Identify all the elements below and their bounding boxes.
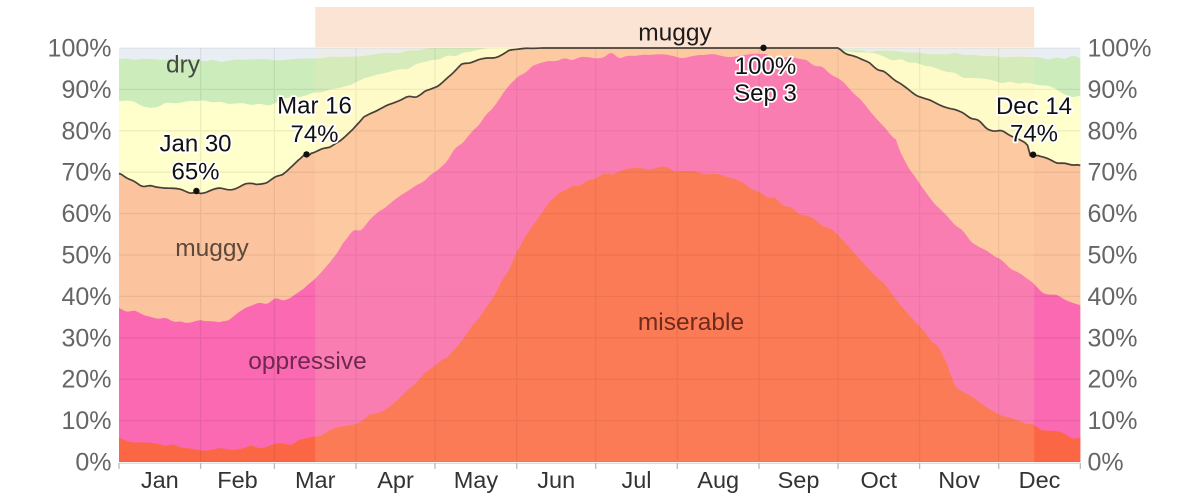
svg-text:Dec: Dec [1019, 467, 1061, 493]
svg-text:100%: 100% [735, 53, 796, 80]
svg-text:30%: 30% [1088, 324, 1138, 352]
svg-text:dry: dry [166, 52, 201, 79]
svg-text:muggy: muggy [638, 20, 712, 47]
svg-text:Sep 3: Sep 3 [734, 80, 797, 107]
svg-text:miserable: miserable [638, 309, 744, 336]
svg-text:muggy: muggy [175, 235, 249, 262]
svg-text:Aug: Aug [697, 467, 739, 493]
svg-text:74%: 74% [1010, 120, 1058, 147]
svg-text:0%: 0% [1088, 449, 1124, 477]
svg-text:Jan: Jan [141, 467, 179, 493]
svg-text:20%: 20% [61, 366, 111, 394]
svg-text:Dec 14: Dec 14 [996, 93, 1072, 120]
svg-text:Jun: Jun [537, 467, 575, 493]
svg-text:74%: 74% [290, 121, 338, 148]
svg-text:80%: 80% [1088, 117, 1138, 145]
svg-text:90%: 90% [61, 76, 111, 104]
svg-text:90%: 90% [1088, 76, 1138, 104]
svg-text:Mar: Mar [295, 467, 336, 493]
svg-text:60%: 60% [61, 200, 111, 228]
svg-text:Sep: Sep [778, 467, 820, 493]
svg-text:Sep 3: Sep 3 [734, 80, 797, 107]
svg-text:Jan 30: Jan 30 [159, 131, 231, 158]
svg-text:40%: 40% [1088, 283, 1138, 311]
svg-text:70%: 70% [61, 159, 111, 187]
svg-text:Apr: Apr [377, 467, 414, 493]
svg-text:50%: 50% [61, 242, 111, 270]
svg-text:74%: 74% [1010, 120, 1058, 147]
svg-text:Mar 16: Mar 16 [277, 93, 352, 120]
svg-text:10%: 10% [61, 407, 111, 435]
svg-text:80%: 80% [61, 117, 111, 145]
svg-text:Feb: Feb [217, 467, 258, 493]
svg-text:oppressive: oppressive [248, 348, 366, 375]
svg-text:Jul: Jul [621, 467, 651, 493]
svg-text:Jan 30: Jan 30 [159, 131, 231, 158]
svg-text:20%: 20% [1088, 366, 1138, 394]
svg-text:Oct: Oct [861, 467, 898, 493]
svg-text:100%: 100% [735, 53, 796, 80]
svg-text:100%: 100% [1088, 35, 1152, 63]
svg-text:65%: 65% [171, 158, 219, 185]
svg-text:Dec 14: Dec 14 [996, 93, 1072, 120]
svg-text:74%: 74% [290, 121, 338, 148]
svg-text:60%: 60% [1088, 200, 1138, 228]
svg-text:10%: 10% [1088, 407, 1138, 435]
svg-text:Mar 16: Mar 16 [277, 93, 352, 120]
svg-text:30%: 30% [61, 324, 111, 352]
svg-text:65%: 65% [171, 158, 219, 185]
svg-text:100%: 100% [48, 35, 112, 63]
svg-text:70%: 70% [1088, 159, 1138, 187]
svg-text:May: May [454, 467, 499, 493]
svg-text:Nov: Nov [938, 467, 980, 493]
svg-text:50%: 50% [1088, 242, 1138, 270]
svg-text:40%: 40% [61, 283, 111, 311]
svg-text:0%: 0% [75, 449, 111, 477]
